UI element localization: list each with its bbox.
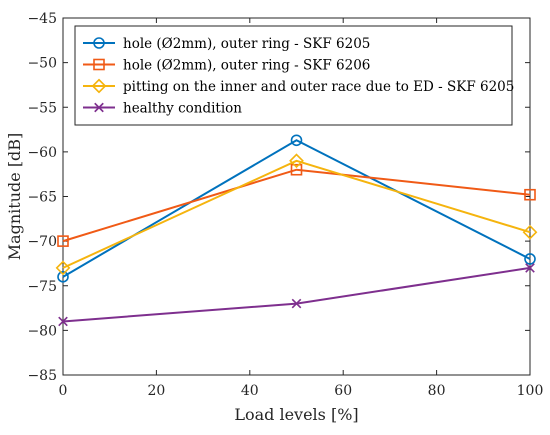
- y-tick-label: −80: [27, 323, 57, 339]
- data-point-square: [57, 235, 69, 247]
- y-tick-label: −50: [27, 56, 57, 72]
- y-tick-label: −75: [27, 279, 57, 295]
- data-point-x: [291, 298, 302, 309]
- y-tick-label: −85: [27, 368, 57, 384]
- data-point-x: [58, 316, 68, 327]
- data-point-circle: [57, 271, 69, 283]
- data-point-square: [524, 188, 536, 201]
- axis-ticks: 0 20 40 60 80 100 −85 −80 −75 −70 −65 −60 −55 −50 −45: [27, 11, 543, 399]
- data-point-circle: [290, 134, 303, 147]
- data-point-circle: [524, 253, 536, 265]
- y-tick-label: −55: [27, 100, 57, 116]
- series-lines: [62, 139, 531, 323]
- y-axis-label: Magnitude [dB]: [5, 133, 24, 261]
- series-line-2: [62, 168, 531, 243]
- x-axis-label: Load levels [%]: [234, 405, 358, 424]
- x-tick-label: 40: [241, 383, 259, 399]
- legend-entry-label: hole (Ø2mm), outer ring - SKF 6206: [123, 58, 370, 74]
- legend-box: [74, 25, 513, 126]
- y-tick-label: −45: [27, 11, 57, 27]
- x-tick-label: 0: [59, 383, 68, 399]
- y-tick-label: −60: [27, 145, 57, 161]
- y-tick-label: −65: [27, 190, 57, 206]
- legend-entry-label: hole (Ø2mm), outer ring - SKF 6205: [123, 36, 370, 52]
- legend-entry-label: pitting on the inner and outer race due …: [123, 79, 514, 95]
- legend: hole (Ø2mm), outer ring - SKF 6205 hole (…: [74, 25, 514, 126]
- legend-swatch-marker: [93, 58, 105, 71]
- series-line-3: [62, 159, 531, 269]
- data-point-diamond: [522, 224, 538, 240]
- x-tick-label: 60: [334, 383, 352, 399]
- y-tick-label: −70: [27, 234, 57, 250]
- series-markers: [55, 134, 538, 327]
- legend-swatch-marker: [93, 37, 105, 49]
- x-tick-label: 100: [517, 383, 544, 399]
- x-tick-label: 80: [428, 383, 446, 399]
- data-point-x: [525, 263, 535, 273]
- legend-swatch-marker: [91, 78, 107, 94]
- data-point-diamond: [55, 260, 71, 276]
- data-point-diamond: [289, 153, 304, 169]
- legend-entry-label: healthy condition: [123, 101, 242, 117]
- x-tick-label: 20: [147, 383, 165, 399]
- data-point-square: [290, 163, 303, 176]
- legend-swatch-marker: [94, 102, 104, 113]
